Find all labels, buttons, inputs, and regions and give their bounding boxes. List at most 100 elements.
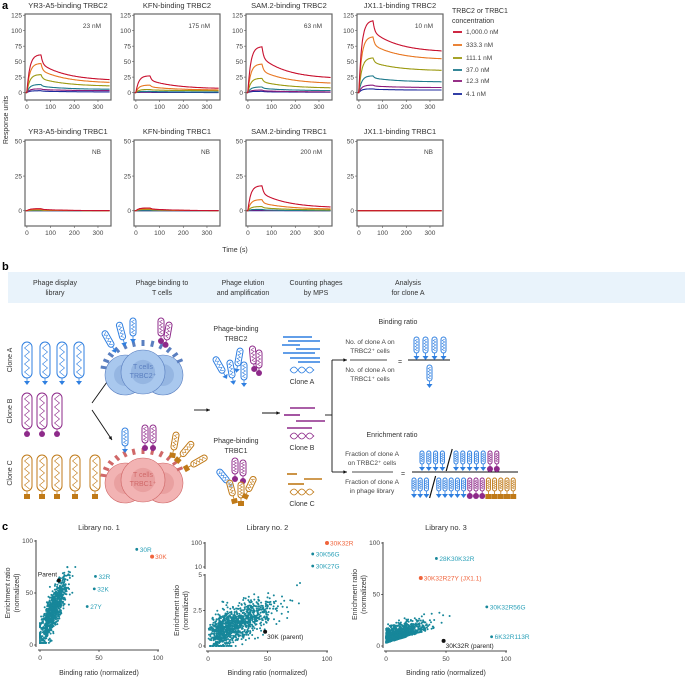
- scatter-point: [247, 625, 250, 628]
- scatter-point: [209, 628, 212, 631]
- tip-circle: [493, 466, 500, 472]
- scatter-point: [65, 574, 68, 577]
- kinetics-curve: [25, 208, 110, 212]
- scatter-point: [221, 600, 224, 603]
- dna-helix: [256, 351, 262, 367]
- scatter-point: [419, 619, 422, 622]
- tip-circle: [473, 493, 479, 499]
- phage-icon: [121, 427, 129, 453]
- scatter-point: [415, 630, 418, 633]
- library-clone-row: Clone C: [7, 454, 101, 499]
- tip-circle: [479, 493, 486, 499]
- scatter-point: [214, 620, 217, 623]
- dna-helix: [480, 479, 484, 490]
- scatter-point: [47, 602, 50, 604]
- scatter-point: [227, 634, 230, 637]
- scatter-point: [68, 574, 71, 577]
- scatter-point: [247, 614, 250, 616]
- scatter-point: [268, 607, 271, 610]
- scatter-point: [392, 631, 395, 634]
- phage-icon: [419, 450, 425, 471]
- y-axis-label: (normalized): [14, 574, 21, 613]
- scatter-point: [59, 577, 62, 580]
- dna-helix: [39, 394, 45, 428]
- y-tick-label: 50: [124, 139, 132, 146]
- phage-icon: [233, 347, 244, 373]
- kinetics-subplot: YR3-A5-binding TRBC1 0 25 50 0 100 200 300 NB: [15, 127, 112, 237]
- scatter-point: [244, 612, 247, 615]
- scatter-point: [44, 635, 47, 638]
- scatter-point: [390, 628, 393, 631]
- binding-ratio-formula: Binding ratio No. of clone A on TRBC2⁺ cel…: [345, 319, 450, 388]
- tip-square: [238, 501, 244, 506]
- scatter-point: [43, 631, 46, 634]
- subplot-title: KFN-binding TRBC2: [143, 1, 211, 10]
- scatter-point: [241, 633, 244, 636]
- scatter-point: [207, 637, 210, 640]
- scatter-point: [387, 638, 390, 641]
- kd-annotation: 63 nM: [304, 23, 322, 30]
- phage-icon: [497, 477, 504, 499]
- tip-triangle: [419, 467, 425, 471]
- scatter-point: [64, 583, 67, 586]
- scatter-point: [57, 596, 60, 599]
- tip-circle: [54, 431, 60, 437]
- scatter-point: [62, 598, 65, 601]
- y-axis-label: Enrichment ratio: [5, 567, 12, 618]
- scatter-point: [440, 621, 443, 624]
- scatter-point: [232, 635, 235, 638]
- scatter-point: [55, 611, 58, 613]
- kinetics-curve: [25, 54, 110, 94]
- x-tick-label: 200: [69, 104, 80, 111]
- scatter-point: [231, 625, 234, 628]
- scatter-point: [242, 609, 245, 612]
- t-cell: [120, 457, 166, 503]
- scatter-point: [418, 628, 421, 630]
- scatter-point: [236, 607, 239, 610]
- panel-b-diagram: Phage display library Phage binding to T ce…: [7, 272, 685, 508]
- phage-icon: [480, 450, 487, 471]
- scatter-point: [387, 623, 390, 626]
- scatter-point: [249, 617, 252, 620]
- labeled-point: 32R: [94, 574, 111, 581]
- scatter-point: [221, 637, 223, 640]
- tip-square: [54, 494, 60, 499]
- scatter-point: [209, 638, 211, 641]
- scatter-point: [415, 618, 418, 621]
- mps-reads: Clone A Clone B Clone C: [282, 336, 325, 508]
- labeled-point: 32K: [92, 586, 110, 593]
- dna-helix: [236, 350, 242, 365]
- labeled-point: Parent: [38, 572, 61, 583]
- kinetics-curve: [25, 90, 110, 94]
- phage-icon: [231, 457, 239, 482]
- tip-triangle: [111, 347, 117, 353]
- scatter-point: [278, 620, 281, 623]
- scatter-point: [233, 611, 236, 613]
- scatter-point: [238, 612, 241, 615]
- x-tick-label: 100: [501, 656, 512, 663]
- scatter-point: [267, 611, 270, 613]
- scatter-point: [67, 583, 70, 586]
- scatter-point: [266, 617, 269, 620]
- scatter-point: [51, 604, 53, 607]
- dna-icon: [289, 432, 315, 440]
- scatter-point: [219, 640, 222, 643]
- x-tick-label: 100: [153, 655, 164, 662]
- tcr-receptor: [176, 358, 184, 364]
- scatter-point: [53, 588, 56, 591]
- subplot-title: SAM.2-binding TRBC1: [251, 127, 327, 136]
- phage-icon: [73, 341, 85, 385]
- scatter-point: [71, 575, 74, 577]
- scatter-point: [403, 636, 406, 639]
- scatter-point: [214, 629, 217, 632]
- scatter-point: [418, 625, 421, 628]
- dna-helix: [440, 452, 445, 463]
- phage-icon: [423, 477, 430, 498]
- scatter-point: [225, 624, 228, 627]
- kd-annotation: 23 nM: [83, 23, 101, 30]
- scatter-point: [226, 644, 229, 647]
- scatter-point: [66, 579, 69, 581]
- phage-icon: [510, 477, 517, 499]
- x-axis-label: Binding ratio (normalized): [406, 670, 486, 677]
- dna-helix: [474, 452, 479, 463]
